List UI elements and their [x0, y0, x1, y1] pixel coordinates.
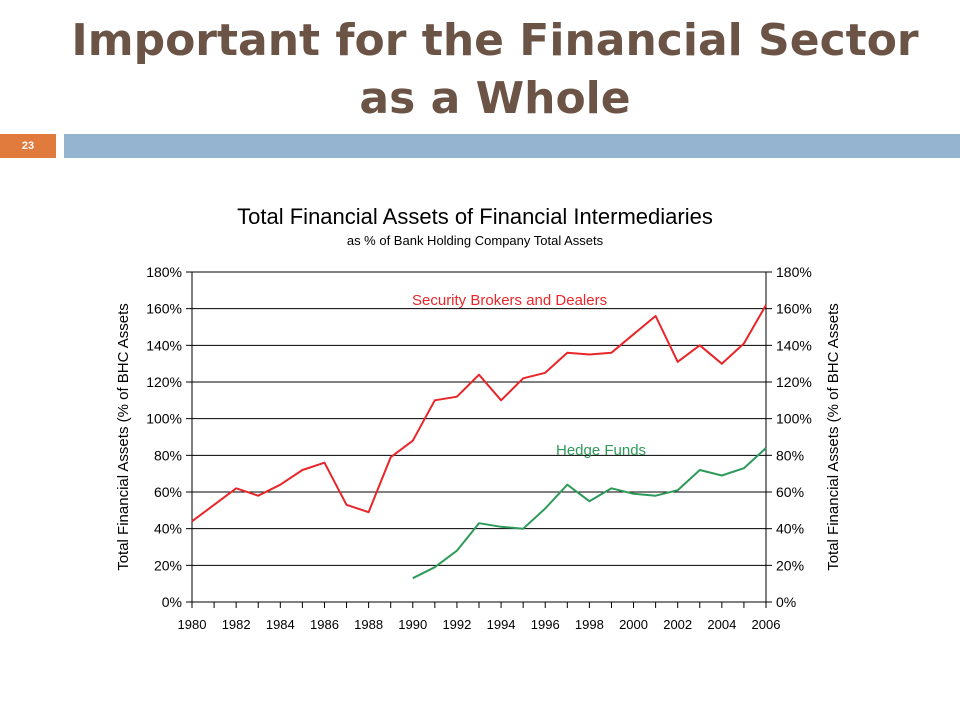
chart-subtitle: as % of Bank Holding Company Total Asset…	[347, 233, 604, 248]
y-tick-label-right: 100%	[776, 411, 812, 427]
x-tick-label: 2004	[707, 617, 736, 632]
x-tick-label: 1984	[266, 617, 295, 632]
x-tick-label: 1998	[575, 617, 604, 632]
series-lines	[191, 304, 767, 580]
y-tick-label-left: 40%	[154, 521, 182, 537]
x-tick-label: 1990	[398, 617, 427, 632]
y-tick-label-left: 100%	[146, 411, 182, 427]
y-tick-label-right: 80%	[776, 447, 804, 463]
series-line-1	[412, 447, 767, 580]
x-tick-label: 1996	[531, 617, 560, 632]
y-axis-label-left: Total Financial Assets (% of BHC Assets	[115, 303, 132, 571]
slide-title: Important for the Financial Sector as a …	[0, 12, 960, 128]
x-tick-label: 2002	[663, 617, 692, 632]
x-tick-label: 2000	[619, 617, 648, 632]
y-tick-label-left: 120%	[146, 374, 182, 390]
x-tick-label: 1986	[310, 617, 339, 632]
x-tick-label: 1992	[442, 617, 471, 632]
series-label-security-brokers: Security Brokers and Dealers	[412, 292, 607, 309]
y-tick-label-right: 20%	[776, 557, 804, 573]
axes: 0% 0% 20% 20% 40% 40% 60% 60% 80% 80% 100% 100% 120%…	[146, 264, 812, 632]
y-tick-label-right: 160%	[776, 301, 812, 317]
slide-title-line-2: as a Whole	[359, 73, 631, 124]
y-tick-label-left: 60%	[154, 484, 182, 500]
y-tick-label-left: 180%	[146, 264, 182, 280]
slide-title-line-1: Important for the Financial Sector	[71, 15, 919, 66]
slide-number-badge: 23	[0, 134, 56, 158]
x-tick-label: 1988	[354, 617, 383, 632]
y-tick-label-right: 60%	[776, 484, 804, 500]
x-tick-label: 1980	[178, 617, 207, 632]
y-tick-label-left: 0%	[162, 594, 182, 610]
y-tick-label-right: 120%	[776, 374, 812, 390]
header-rule-bar	[64, 134, 960, 158]
y-tick-label-left: 80%	[154, 447, 182, 463]
y-tick-label-left: 20%	[154, 557, 182, 573]
gridlines	[192, 271, 766, 603]
series-label-hedge-funds: Hedge Funds	[556, 442, 646, 459]
x-tick-label: 2006	[752, 617, 781, 632]
x-tick-label: 1994	[487, 617, 516, 632]
y-tick-label-right: 180%	[776, 264, 812, 280]
y-tick-label-left: 140%	[146, 337, 182, 353]
y-tick-label-left: 160%	[146, 301, 182, 317]
y-tick-label-right: 0%	[776, 594, 796, 610]
y-axis-label-right: Total Financial Assets (% of BHC Assets	[825, 303, 842, 571]
series-line-0	[191, 304, 767, 523]
y-tick-label-right: 140%	[776, 337, 812, 353]
chart-title: Total Financial Assets of Financial Inte…	[237, 204, 713, 229]
y-tick-label-right: 40%	[776, 521, 804, 537]
x-tick-label: 1982	[222, 617, 251, 632]
